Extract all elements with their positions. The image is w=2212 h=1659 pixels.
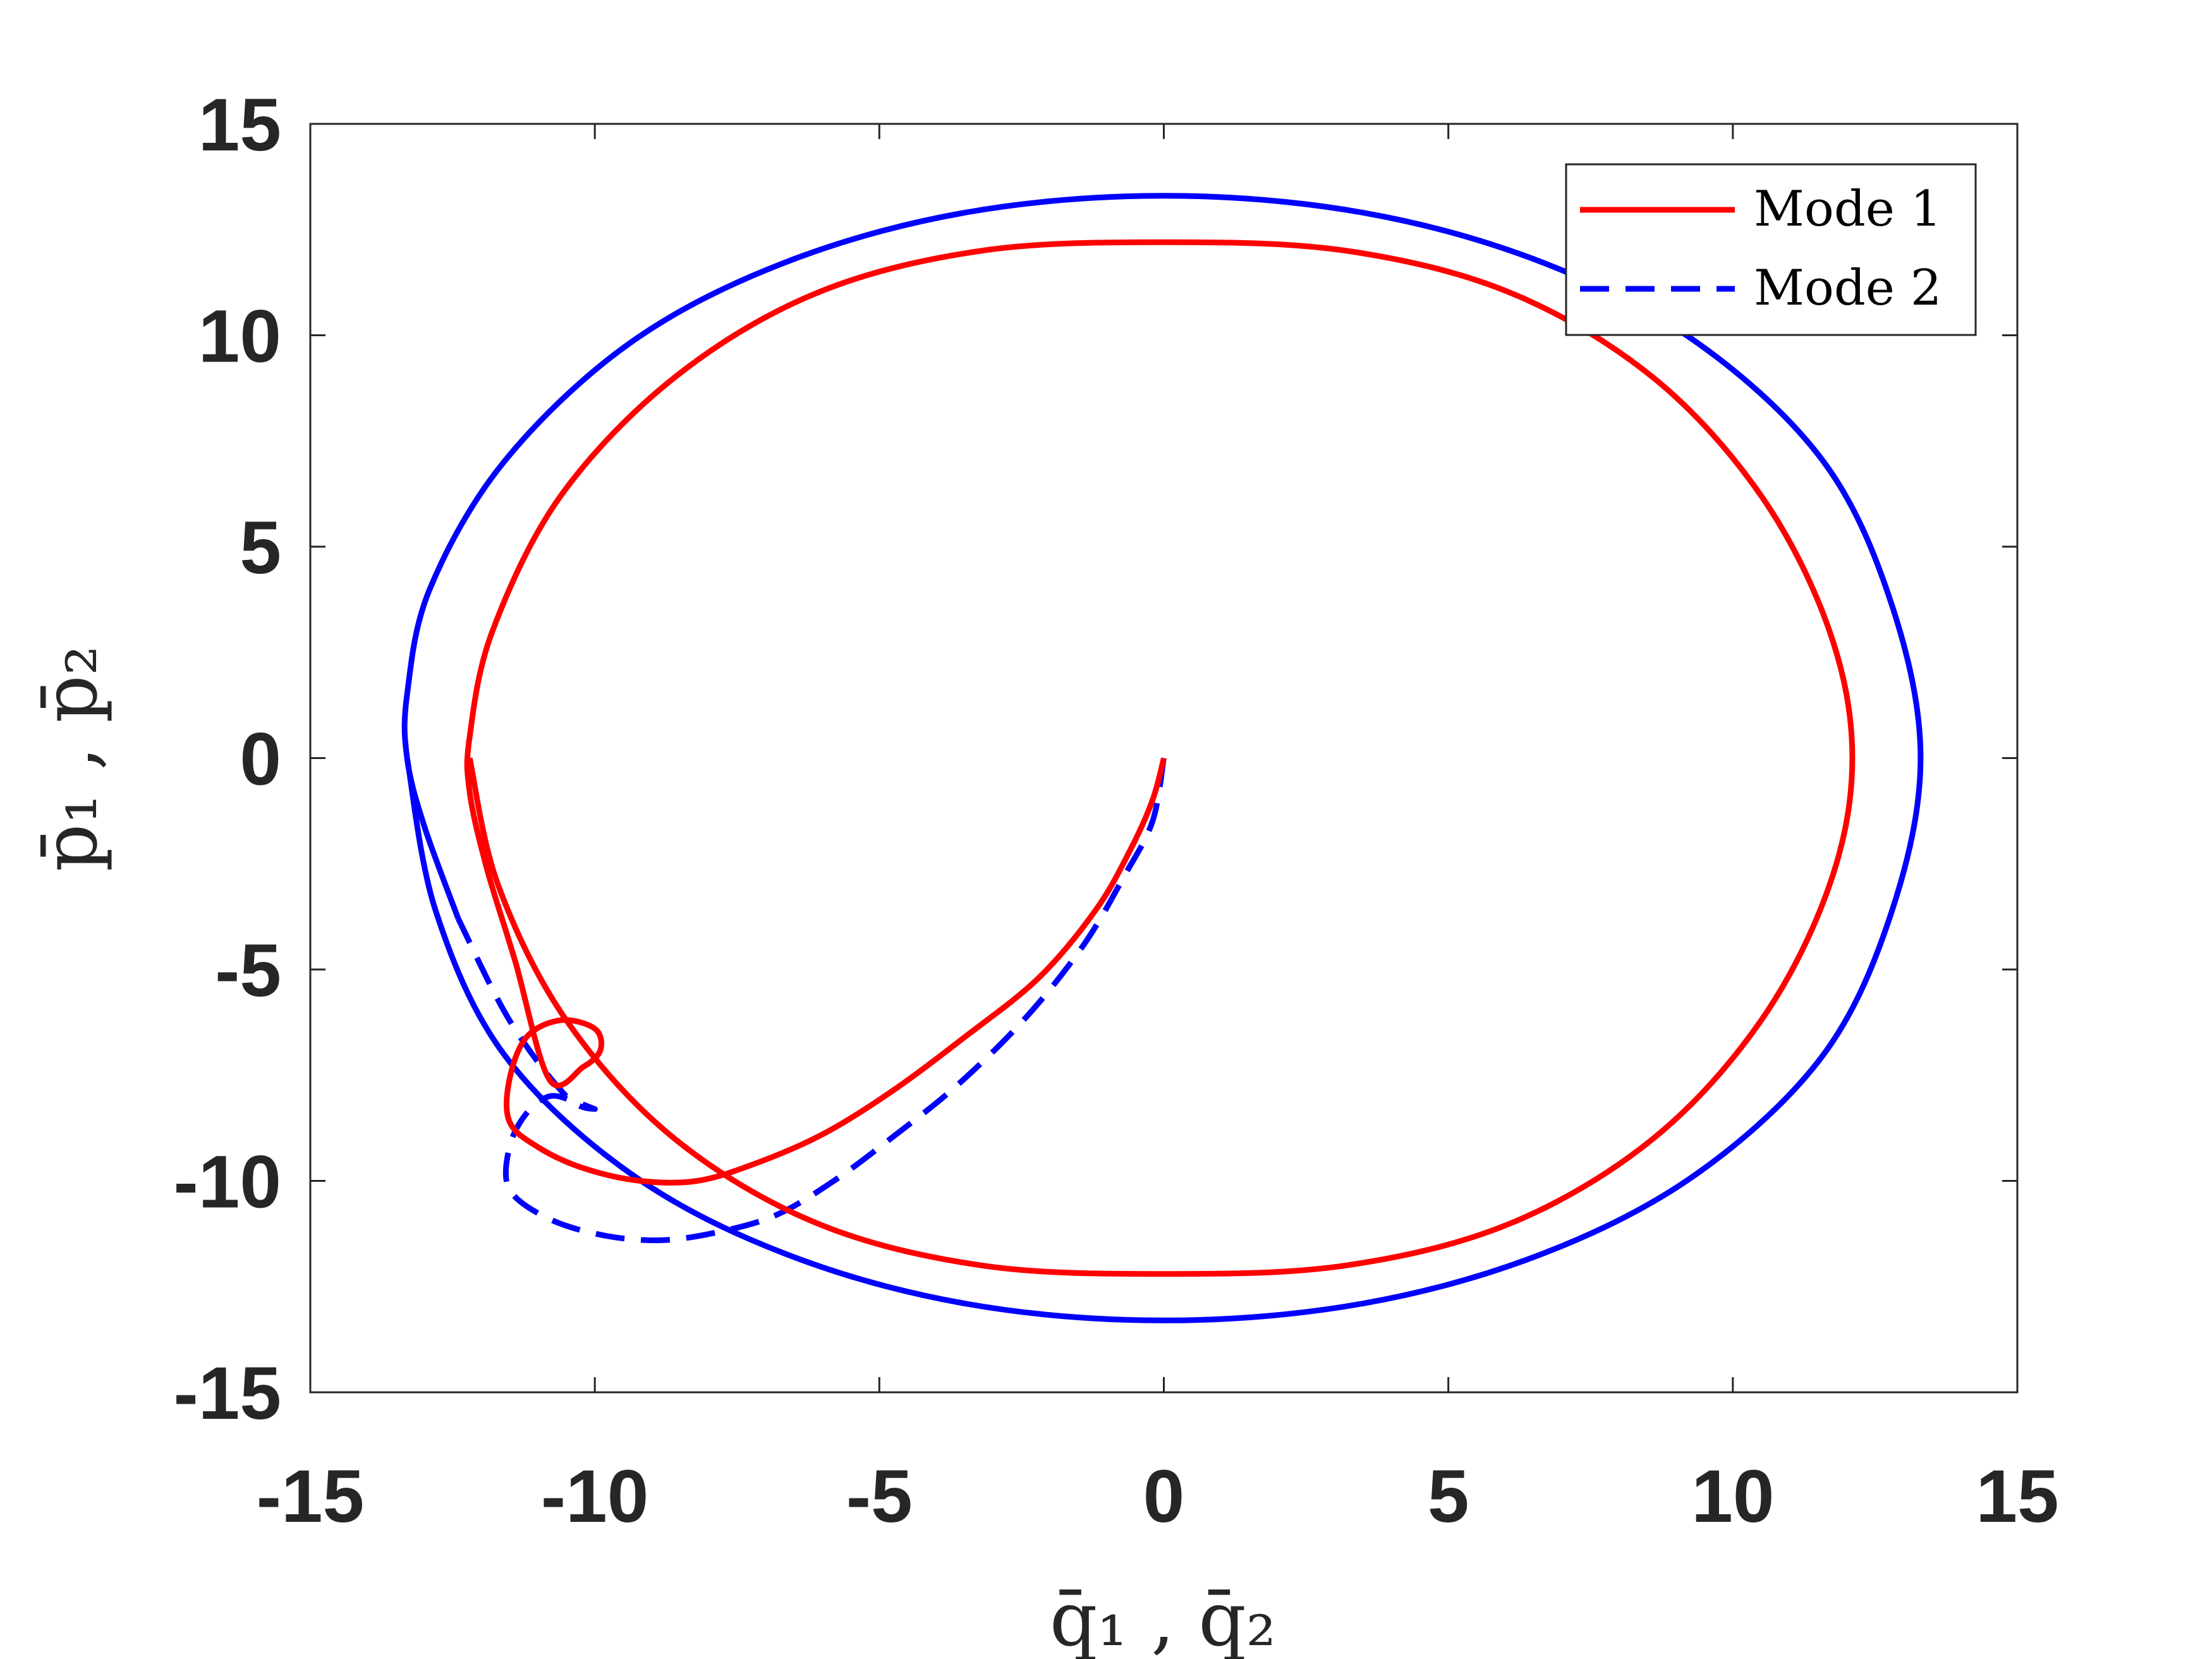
x-tick-label: 15 (1976, 1455, 2058, 1538)
y-tick-label: 5 (240, 506, 281, 590)
x-tick-label: -10 (541, 1455, 649, 1538)
legend-box (1565, 163, 1977, 336)
legend-label-mode-1: Mode 1 (1754, 181, 1942, 238)
legend-label-mode-2: Mode 2 (1754, 260, 1942, 317)
legend: Mode 1 Mode 2 (1565, 163, 1977, 336)
y-tick-label: -10 (173, 1141, 281, 1224)
y-tick-label: 0 (240, 718, 281, 801)
y-tick-label: -15 (173, 1352, 281, 1435)
series-line-mode-2-dashed (456, 757, 1167, 1243)
series-line-mode-1 (464, 239, 1856, 1277)
x-tick-label: -15 (257, 1455, 365, 1538)
x-tick-label: 5 (1428, 1455, 1469, 1538)
y-tick-label: 15 (198, 83, 281, 167)
series-line-mode-2-solid (401, 193, 1924, 1323)
x-tick-label: -5 (846, 1455, 913, 1538)
y-axis-title: p̄₁ , p̄₂ (27, 645, 114, 872)
y-tick-label: 10 (198, 295, 281, 379)
x-axis-title: q̄₁ , q̄₂ (1050, 1576, 1276, 1659)
x-tick-label: 10 (1691, 1455, 1774, 1538)
x-tick-label: 0 (1143, 1455, 1185, 1538)
y-tick-label: -5 (215, 929, 281, 1012)
